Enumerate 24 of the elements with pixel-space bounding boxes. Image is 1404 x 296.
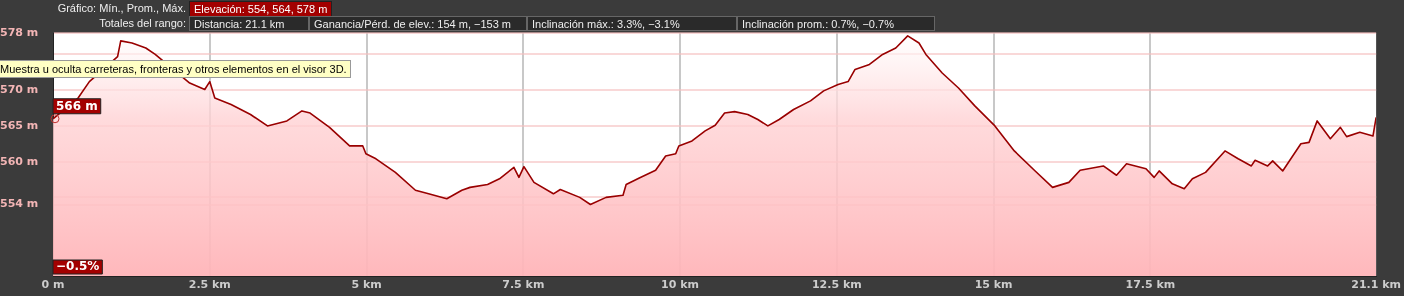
x-tick-label: 10 km bbox=[661, 278, 700, 292]
text: Inclinación máx.: 3.3%, −3.1% bbox=[527, 16, 737, 31]
x-tick-label: 0 m bbox=[41, 278, 65, 292]
text: Distancia: 21.1 km bbox=[189, 16, 309, 31]
x-tick-label: 5 km bbox=[351, 278, 382, 292]
text: Ganancia/Pérd. de elev.: 154 m, −153 m bbox=[309, 16, 527, 31]
y-tick-label: 560 m bbox=[0, 154, 39, 168]
text: Totales del rango: bbox=[99, 17, 186, 29]
y-tick-label: 565 m bbox=[0, 118, 39, 132]
x-tick-label: 15 km bbox=[974, 278, 1013, 292]
annotation: Muestra u oculta carreteras, fronteras y otros elementos en el visor 3D. bbox=[0, 60, 351, 78]
text: Elevación: 554, 564, 578 m bbox=[189, 1, 333, 18]
annotation: −0.5% bbox=[56, 259, 100, 274]
x-tick-label: 17.5 km bbox=[1125, 278, 1176, 292]
x-tick-label: 2.5 km bbox=[188, 278, 231, 292]
y-tick-label: 570 m bbox=[0, 83, 39, 97]
annotation: 566 m bbox=[56, 98, 98, 113]
x-tick-label: 7.5 km bbox=[502, 278, 545, 292]
text: Inclinación prom.: 0.7%, −0.7% bbox=[737, 16, 935, 31]
y-tick-label: 554 m bbox=[0, 197, 39, 211]
x-tick-label: 12.5 km bbox=[811, 278, 862, 292]
text: Gráfico: Mín., Prom., Máx. bbox=[56, 1, 186, 16]
y-tick-label: 578 m bbox=[0, 25, 39, 39]
x-tick-label: 21.1 km bbox=[1351, 278, 1401, 292]
